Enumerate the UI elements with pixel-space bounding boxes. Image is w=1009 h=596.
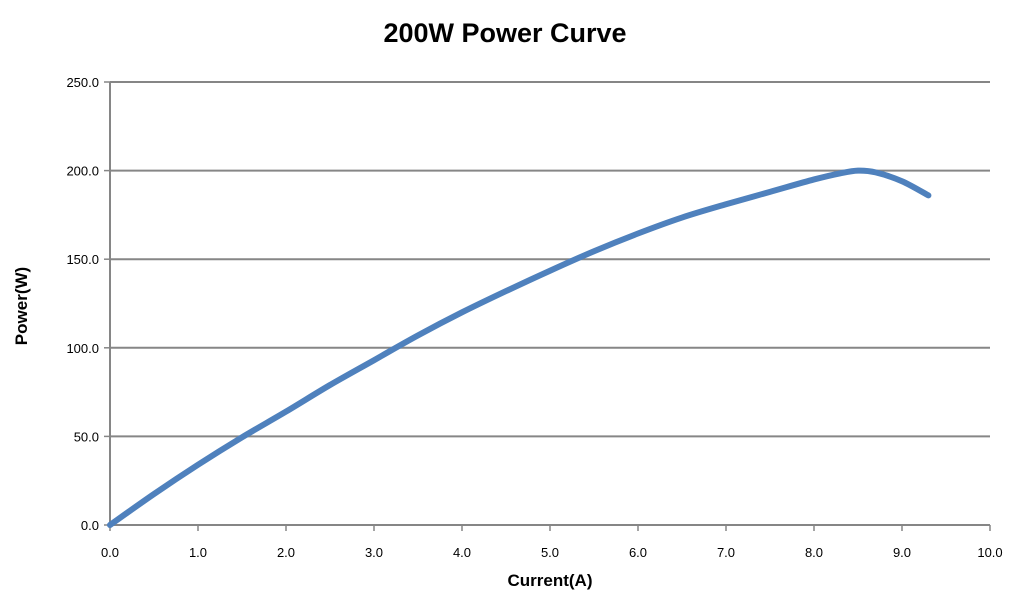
y-tick-label: 50.0 bbox=[74, 429, 99, 444]
x-tick-label: 5.0 bbox=[541, 545, 559, 560]
x-tick-label: 10.0 bbox=[977, 545, 1002, 560]
x-tick-label: 3.0 bbox=[365, 545, 383, 560]
y-axis-title: Power(W) bbox=[12, 267, 31, 345]
axes bbox=[104, 81, 991, 531]
y-tick-label: 250.0 bbox=[66, 75, 99, 90]
x-tick-label: 9.0 bbox=[893, 545, 911, 560]
series-line bbox=[107, 167, 932, 528]
x-tick-label: 2.0 bbox=[277, 545, 295, 560]
x-axis-title: Current(A) bbox=[508, 571, 593, 590]
y-tick-label: 100.0 bbox=[66, 341, 99, 356]
y-tick-label: 150.0 bbox=[66, 252, 99, 267]
x-tick-label: 4.0 bbox=[453, 545, 471, 560]
x-tick-label: 8.0 bbox=[805, 545, 823, 560]
x-tick-label: 6.0 bbox=[629, 545, 647, 560]
x-tick-label: 1.0 bbox=[189, 545, 207, 560]
series-lines bbox=[107, 167, 932, 528]
y-tick-label: 200.0 bbox=[66, 164, 99, 179]
gridlines bbox=[110, 81, 990, 438]
tick-labels: 0.0 50.0 100.0 150.0 200.0 250.0 0.0 1.0 2.0 3.0 4… bbox=[66, 75, 1002, 560]
y-tick-label: 0.0 bbox=[81, 518, 99, 533]
x-tick-label: 0.0 bbox=[101, 545, 119, 560]
x-tick-label: 7.0 bbox=[717, 545, 735, 560]
chart-title: 200W Power Curve bbox=[383, 18, 626, 48]
